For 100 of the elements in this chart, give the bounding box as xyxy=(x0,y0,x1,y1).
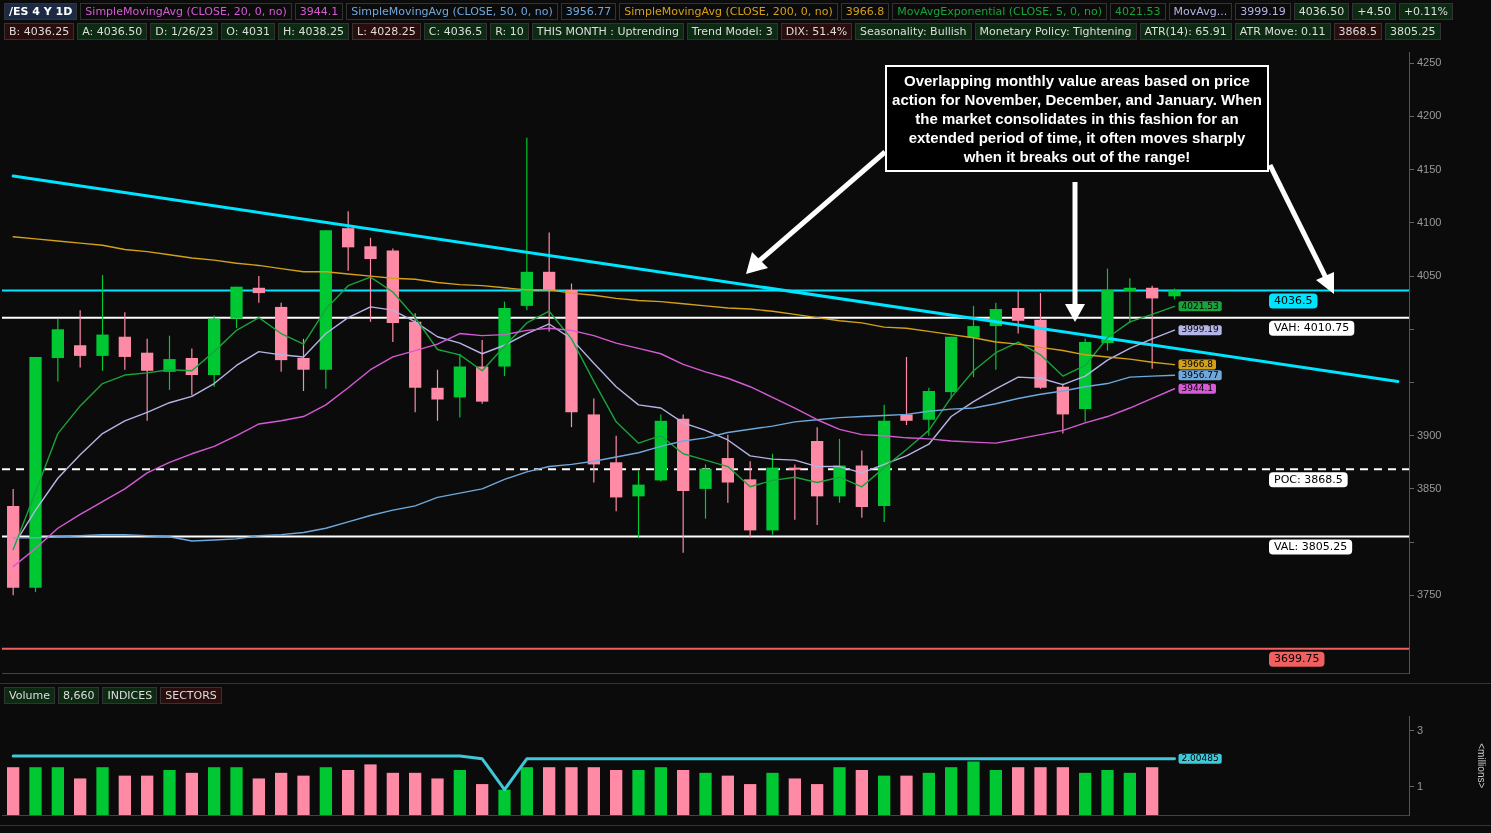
text: +0.11% xyxy=(1398,3,1454,20)
candlestick xyxy=(1123,277,1136,324)
bar xyxy=(677,770,690,815)
text: +4.50 xyxy=(1352,3,1396,20)
text: MovAvg... xyxy=(1168,3,1233,20)
text: SimpleMovingAvg (CLOSE, 50, 0, no) xyxy=(346,3,558,20)
text: 4021.53 xyxy=(1115,5,1161,18)
text: R: 10 xyxy=(490,23,529,40)
text: 3966.8 xyxy=(845,5,885,18)
candlestick xyxy=(141,338,154,422)
y-tick-label: 3850 xyxy=(1417,481,1442,494)
bar xyxy=(476,784,489,815)
text: DIX: 51.4% xyxy=(780,23,853,40)
y-tick-label: 4200 xyxy=(1417,109,1442,122)
bar xyxy=(230,767,243,815)
text: 8,660 xyxy=(57,687,100,704)
candlestick xyxy=(118,311,131,371)
text: C: 4036.5 xyxy=(423,23,488,40)
data-label: 2.00485 xyxy=(1181,752,1219,763)
data-label: 3966.8 xyxy=(1181,358,1214,369)
candlestick xyxy=(163,335,176,391)
candlestick xyxy=(364,237,377,323)
bar xyxy=(275,772,288,815)
bar xyxy=(319,767,332,815)
bar xyxy=(543,767,556,815)
text: INDICES xyxy=(102,687,158,704)
bar xyxy=(386,772,399,815)
bar xyxy=(788,778,801,815)
text: Seasonality: Bullish xyxy=(855,23,972,40)
bar xyxy=(811,784,824,815)
candlestick xyxy=(1012,290,1025,335)
candlestick xyxy=(788,463,801,521)
y-tick-label: 3750 xyxy=(1417,588,1442,601)
bar xyxy=(1079,772,1092,815)
ref-line-label: 3699.75 xyxy=(1274,652,1320,666)
bar xyxy=(610,770,623,815)
text: Volume xyxy=(4,687,55,704)
bar xyxy=(744,784,757,815)
bar xyxy=(342,770,355,815)
text: L: 4028.25 xyxy=(352,23,421,40)
text: SimpleMovingAvg (CLOSE, 200, 0, no) xyxy=(619,3,838,20)
text: Overlapping monthly value areas based on price action for November, December, and January. When the market consolidates in this fashion for an extended period of time, it often moves sharply when it breaks out of the range! xyxy=(885,65,1269,172)
bar xyxy=(51,767,64,815)
y-tick-label: 3900 xyxy=(1417,428,1442,441)
text: H: 4038.25 xyxy=(278,23,349,40)
bar xyxy=(967,761,980,815)
data-label: 4021.53 xyxy=(1181,300,1219,311)
text: B: 4036.25 xyxy=(4,23,75,40)
bar xyxy=(208,767,221,815)
candlestick xyxy=(967,305,980,378)
bar xyxy=(252,778,265,815)
bar xyxy=(878,775,891,815)
text: MovAvgExponential (CLOSE, 5, 0, no) xyxy=(892,3,1108,20)
candlestick xyxy=(297,338,310,392)
data-label: 3956.77 xyxy=(1181,369,1219,380)
bar xyxy=(7,767,20,815)
text: O: 4031 xyxy=(221,23,276,40)
bar xyxy=(1056,767,1069,815)
bar xyxy=(141,775,154,815)
text: 3868.5 xyxy=(1333,23,1383,40)
bar xyxy=(989,770,1002,815)
bar xyxy=(163,770,176,815)
bar xyxy=(1123,772,1136,815)
bar xyxy=(1146,767,1159,815)
bar xyxy=(29,767,42,815)
text: 3956.77 xyxy=(565,5,612,18)
ref-line-label: 4036.5 xyxy=(1274,293,1313,307)
bar xyxy=(855,770,868,815)
candlestick xyxy=(252,275,265,304)
bar xyxy=(520,767,533,815)
y-tick-label: 4150 xyxy=(1417,162,1442,175)
bar xyxy=(185,772,198,815)
y-tick-label: 1 xyxy=(1417,779,1424,792)
bar xyxy=(945,767,958,815)
candlestick xyxy=(699,463,712,520)
candlestick xyxy=(632,470,645,539)
bar xyxy=(1034,767,1047,815)
bar xyxy=(409,772,422,815)
text: Monetary Policy: Tightening xyxy=(974,23,1137,40)
bar xyxy=(900,775,913,815)
y-tick-label: 3 xyxy=(1417,723,1424,736)
ref-line-label: POC: 3868.5 xyxy=(1274,472,1343,486)
text: A: 4036.50 xyxy=(77,23,148,40)
text: THIS MONTH : Uptrending xyxy=(531,23,684,40)
candlestick xyxy=(96,274,109,372)
y-tick-label: 4050 xyxy=(1417,269,1442,282)
bar xyxy=(364,764,377,815)
text: ATR Move: 0.11 xyxy=(1234,23,1331,40)
bar xyxy=(1012,767,1025,815)
text: Trend Model: 3 xyxy=(686,23,778,40)
bar xyxy=(297,775,310,815)
text: 4036.50 xyxy=(1293,3,1350,20)
bar xyxy=(96,767,109,815)
text: 3944.1 xyxy=(299,5,339,18)
text: 3805.25 xyxy=(1385,23,1441,40)
bar xyxy=(833,767,846,815)
bar xyxy=(453,770,466,815)
bar xyxy=(699,772,712,815)
bar xyxy=(565,767,578,815)
candlestick xyxy=(900,356,913,426)
